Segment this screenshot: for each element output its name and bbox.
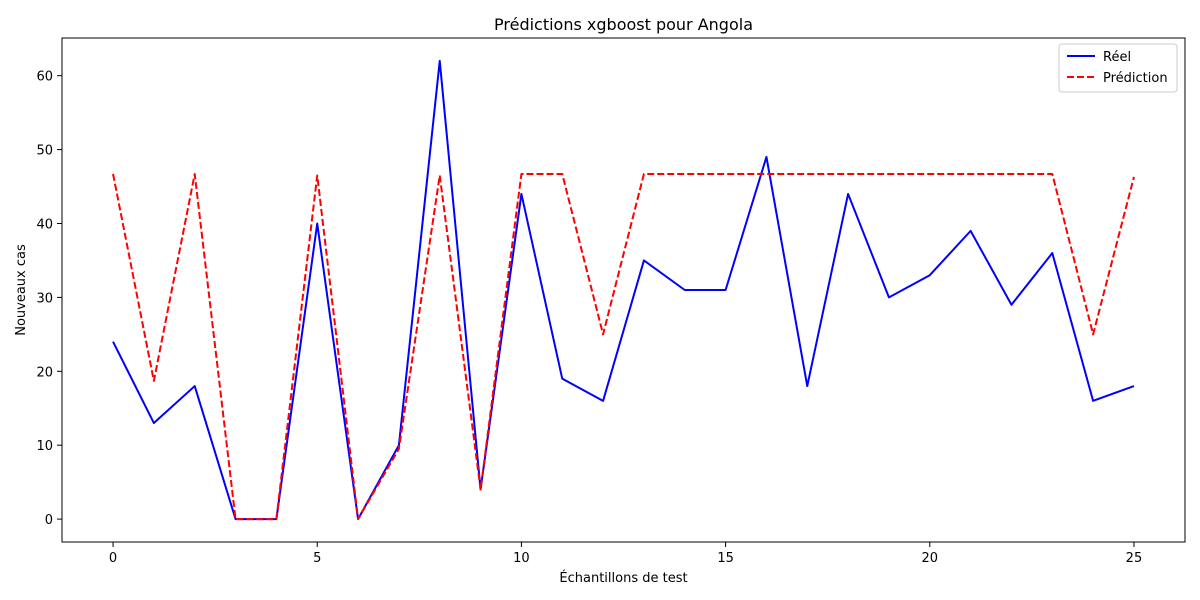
x-tick-label: 15 — [717, 551, 734, 566]
x-axis-ticks: 0 5 10 15 20 25 — [109, 542, 1142, 566]
y-tick-label: 10 — [36, 439, 53, 454]
legend-label-reel: Réel — [1103, 50, 1131, 65]
series-layer — [112, 59, 1135, 521]
chart-title: Prédictions xgboost pour Angola — [494, 15, 753, 34]
y-tick-label: 20 — [36, 365, 53, 380]
y-tick-label: 60 — [36, 70, 53, 85]
x-axis-label: Échantillons de test — [559, 570, 687, 586]
series-line-prediction — [112, 172, 1135, 521]
legend: Réel Prédiction — [1058, 43, 1178, 93]
y-tick-label: 50 — [36, 144, 53, 159]
y-axis-label: Nouveaux cas — [14, 244, 29, 336]
x-tick-label: 20 — [921, 551, 938, 566]
y-tick-label: 0 — [45, 513, 53, 528]
x-tick-label: 5 — [313, 551, 321, 566]
y-tick-label: 40 — [36, 217, 53, 232]
legend-label-prediction: Prédiction — [1103, 71, 1168, 86]
y-axis-ticks: 0 10 20 30 40 50 60 — [36, 70, 62, 528]
plot-frame — [61, 37, 1186, 543]
y-tick-label: 30 — [36, 291, 53, 306]
x-tick-label: 10 — [513, 551, 530, 566]
x-tick-label: 25 — [1126, 551, 1143, 566]
x-tick-label: 0 — [109, 551, 117, 566]
series-line-reel — [112, 59, 1135, 521]
